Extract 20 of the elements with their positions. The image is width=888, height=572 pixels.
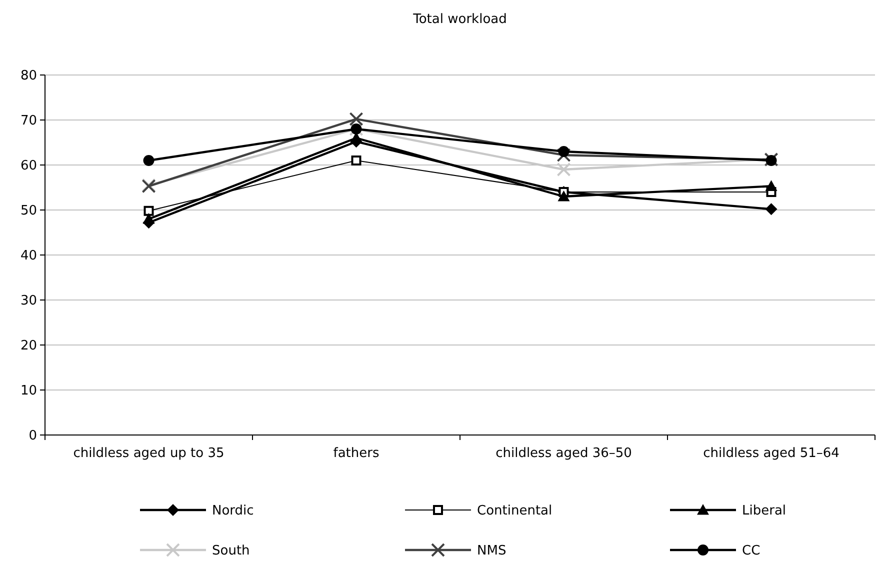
y-tick-label: 80 (20, 68, 37, 84)
x-tick-label: childless aged 36–50 (496, 446, 632, 461)
y-tick-label: 10 (20, 384, 37, 399)
y-tick-label: 0 (28, 428, 37, 444)
legend-label: Nordic (212, 504, 254, 519)
legend-label: Liberal (742, 504, 786, 519)
chart-title: Total workload (412, 12, 507, 27)
x-tick-label: childless aged up to 35 (73, 446, 224, 461)
y-tick-label: 70 (20, 114, 37, 129)
legend-label: NMS (477, 544, 506, 559)
y-tick-label: 20 (20, 338, 37, 354)
y-tick-label: 40 (20, 248, 37, 264)
y-tick-label: 60 (20, 158, 37, 174)
legend-label: South (212, 544, 250, 559)
x-tick-label: fathers (333, 446, 380, 461)
x-tick-label: childless aged 51–64 (703, 446, 840, 461)
y-tick-label: 30 (20, 294, 37, 309)
y-tick-label: 50 (20, 204, 37, 219)
legend-label: CC (742, 544, 760, 559)
legend-label: Continental (477, 504, 552, 519)
